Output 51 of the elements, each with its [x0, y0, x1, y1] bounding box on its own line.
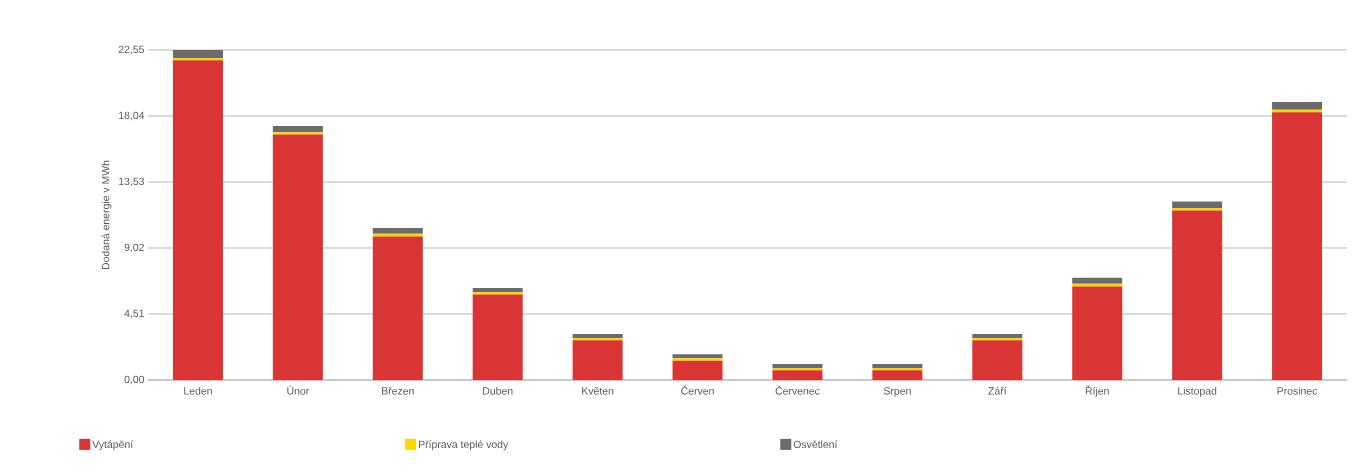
bar: [872, 370, 923, 380]
x-tick-label: Listopad: [1178, 386, 1217, 397]
legend-label: Osvětlení: [793, 440, 838, 449]
y-tick-label: 0,00: [124, 375, 145, 385]
legend-label: Vytápění: [92, 440, 134, 451]
y-tick-label: 4,51: [124, 309, 144, 319]
bar: [1072, 286, 1123, 380]
y-tick-label: 13,53: [119, 177, 145, 187]
bar: [472, 294, 523, 380]
bar: [772, 363, 823, 368]
bar: [972, 340, 1023, 380]
bar: [1272, 112, 1323, 380]
bar: [672, 358, 723, 361]
x-tick-label: Červen: [681, 385, 714, 395]
bar: [372, 236, 423, 380]
bar: [672, 354, 723, 359]
bar: [972, 333, 1023, 338]
x-tick-label: Září: [988, 386, 1007, 395]
bar: [472, 287, 523, 292]
x-tick-label: Duben: [483, 386, 513, 395]
bar: [1172, 210, 1223, 380]
y-axis-title: Dodaná energie v MWh: [101, 160, 112, 270]
bar: [272, 126, 323, 133]
y-tick-label: 22,55: [118, 45, 145, 55]
bar: [672, 360, 723, 380]
y-tick-label: 9,02: [124, 243, 144, 253]
bar: [272, 132, 323, 135]
bar: [172, 58, 223, 61]
x-tick-label: Prosinec: [1277, 386, 1318, 395]
bar: [572, 333, 623, 338]
bar: [372, 227, 423, 234]
bar: [1172, 201, 1223, 209]
x-tick-label: Říjen: [1085, 385, 1109, 397]
bar: [272, 134, 323, 380]
bar: [1272, 102, 1323, 110]
x-tick-label: Květen: [582, 386, 614, 395]
x-tick-label: Červenec: [775, 385, 820, 395]
bar: [472, 291, 523, 295]
bar: [1072, 277, 1123, 284]
bar: [172, 60, 223, 380]
bar: [572, 340, 623, 380]
x-tick-label: Srpen: [883, 387, 911, 397]
bar: [872, 363, 923, 368]
y-tick-label: 18,04: [119, 111, 145, 121]
bar: [772, 370, 823, 380]
x-tick-label: Únor: [287, 385, 310, 395]
bar: [172, 50, 223, 59]
bar: [572, 338, 623, 341]
x-tick-label: Leden: [184, 386, 212, 395]
x-tick-label: Březen: [382, 386, 414, 395]
legend-label: Příprava teplé vody: [418, 440, 509, 451]
